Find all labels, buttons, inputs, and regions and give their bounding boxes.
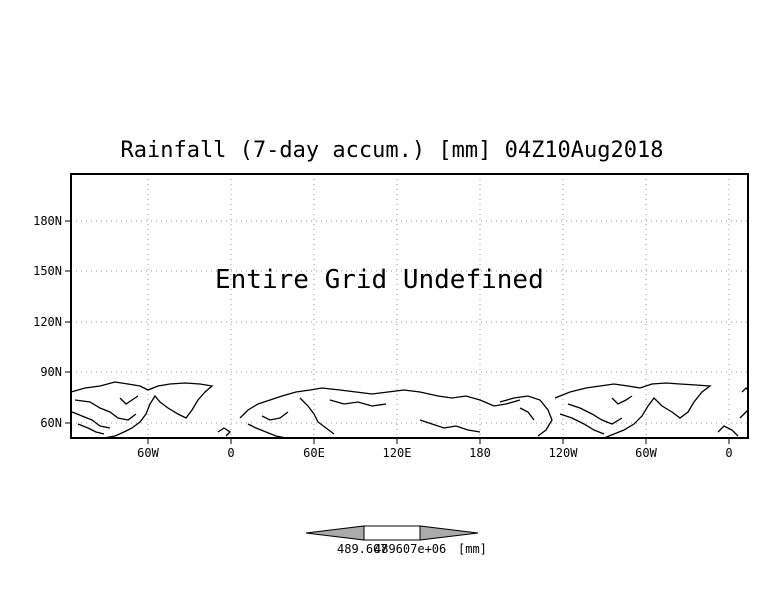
y-tick-label: 60N	[40, 416, 62, 430]
y-tick-label: 180N	[33, 214, 62, 228]
colorbar-high-label: 489607e+06	[374, 542, 447, 556]
y-tick-label: 90N	[40, 365, 62, 379]
colorbar	[305, 525, 479, 541]
x-tick-label: 60W	[635, 446, 657, 460]
colorbar-left-arrow	[305, 525, 365, 541]
coastlines	[70, 381, 749, 439]
x-tick-label: 0	[227, 446, 234, 460]
map-title: Rainfall (7-day accum.) [mm] 04Z10Aug201…	[120, 138, 664, 163]
colorbar-body	[363, 525, 421, 541]
plot-frame	[70, 173, 749, 439]
undefined-grid-message: Entire Grid Undefined	[215, 265, 544, 295]
x-tick-label: 60E	[303, 446, 325, 460]
x-tick-label: 120W	[549, 446, 579, 460]
colorbar-low-label: 489.607	[337, 542, 388, 556]
x-tick-label: 60W	[137, 446, 159, 460]
x-tick-label: 180	[469, 446, 491, 460]
x-tick-label: 0	[725, 446, 732, 460]
y-tick-label: 120N	[33, 315, 62, 329]
gridlines	[71, 174, 748, 438]
x-axis	[147, 438, 730, 444]
y-tick-label: 150N	[33, 264, 62, 278]
x-tick-label: 120E	[383, 446, 412, 460]
colorbar-unit: [mm]	[458, 542, 487, 556]
colorbar-right-arrow	[419, 525, 479, 541]
y-axis	[65, 220, 71, 424]
